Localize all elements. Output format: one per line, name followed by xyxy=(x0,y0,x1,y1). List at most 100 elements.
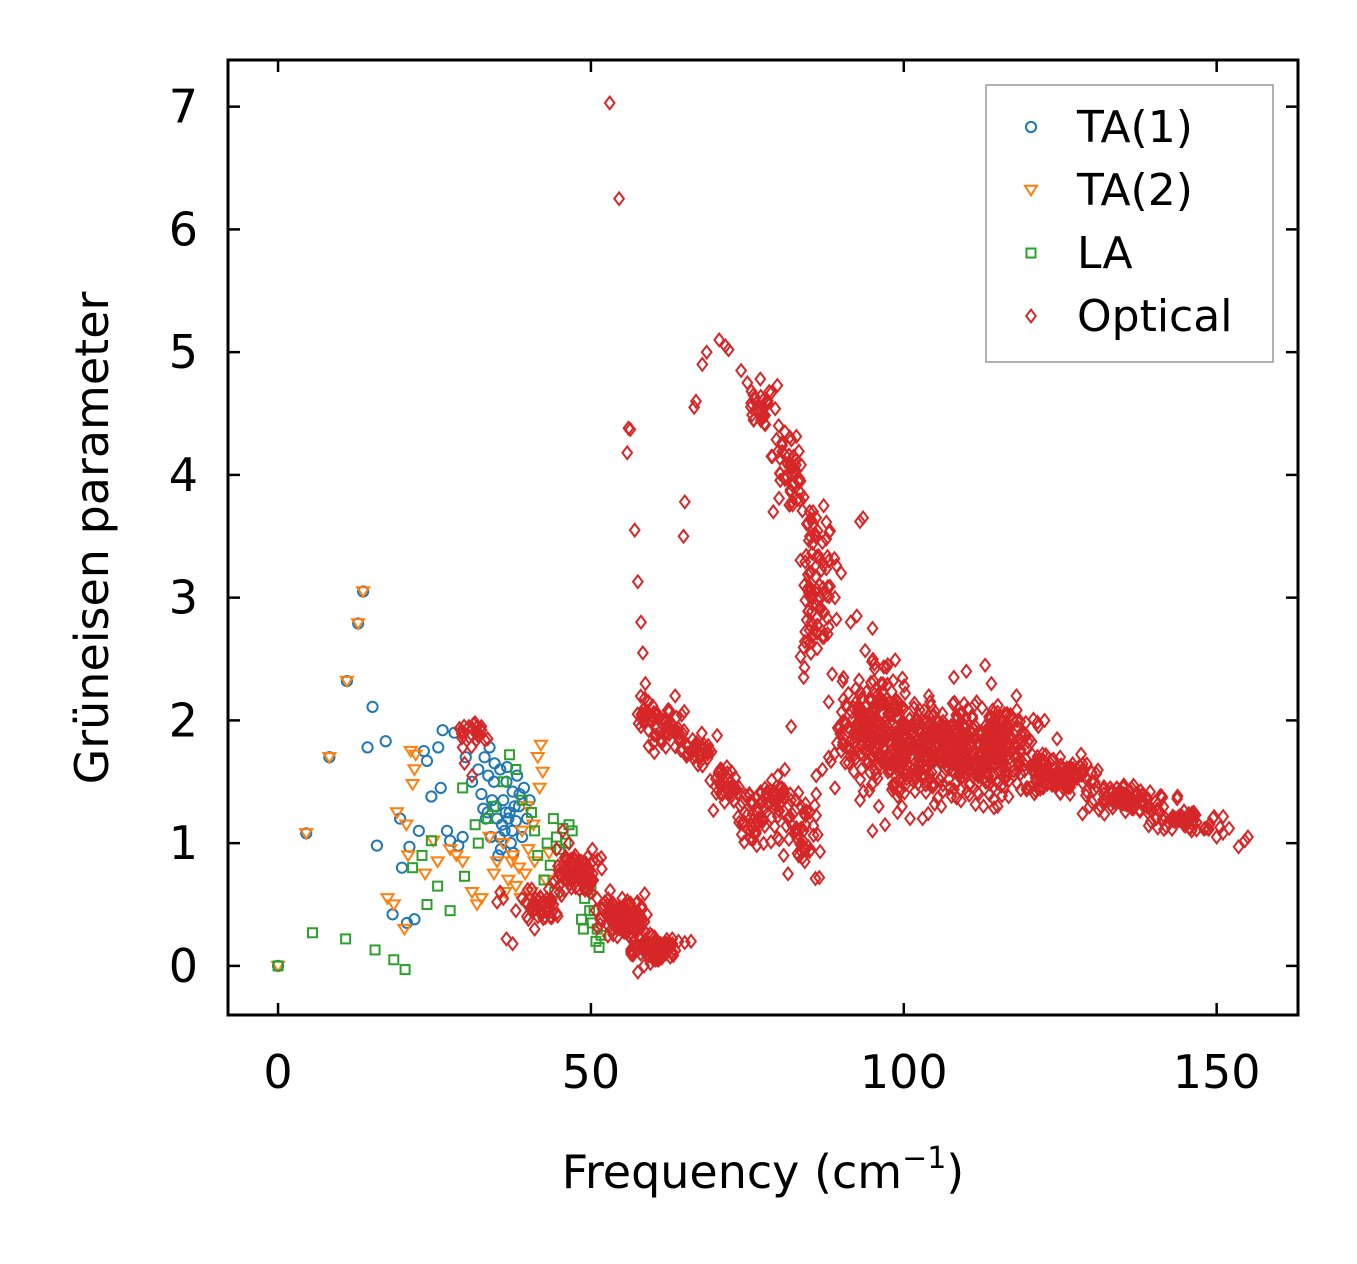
data-point xyxy=(502,812,515,825)
data-point xyxy=(673,725,686,742)
data-point xyxy=(765,772,778,789)
data-point xyxy=(903,810,917,827)
data-point xyxy=(459,751,472,764)
data-point xyxy=(623,908,636,925)
data-point xyxy=(1056,761,1069,778)
data-point xyxy=(1183,819,1196,836)
data-point xyxy=(936,776,949,793)
data-point xyxy=(604,903,617,920)
data-point xyxy=(440,824,454,837)
legend-marker xyxy=(1024,120,1038,134)
data-point xyxy=(370,839,384,852)
data-point xyxy=(874,675,888,692)
data-point xyxy=(810,786,823,802)
data-point xyxy=(1241,829,1254,845)
series-la xyxy=(272,749,607,976)
data-point xyxy=(1014,765,1027,782)
data-point xyxy=(943,744,956,761)
data-point xyxy=(909,741,922,758)
data-point xyxy=(802,584,816,601)
x-tick-label: 100 xyxy=(860,1045,948,1099)
data-point xyxy=(940,724,953,741)
data-point xyxy=(486,868,502,882)
y-tick-label: 0 xyxy=(169,939,198,993)
data-point xyxy=(488,800,500,812)
data-point xyxy=(1011,712,1024,729)
data-point xyxy=(822,588,836,605)
data-point xyxy=(525,819,542,833)
data-point xyxy=(681,745,694,762)
data-point xyxy=(974,760,987,777)
data-point xyxy=(543,891,556,908)
data-point xyxy=(1000,762,1013,779)
data-point xyxy=(782,831,795,848)
legend-label: Optical xyxy=(1077,291,1232,342)
data-point xyxy=(828,779,842,796)
data-point xyxy=(754,371,767,387)
data-point xyxy=(964,755,977,772)
data-point xyxy=(497,794,510,807)
data-point xyxy=(503,856,520,869)
data-point xyxy=(794,485,807,501)
data-point xyxy=(937,735,950,752)
data-point xyxy=(487,775,501,788)
x-tick-label: 150 xyxy=(1173,1045,1261,1099)
data-point xyxy=(947,669,960,686)
data-point xyxy=(769,400,782,417)
data-point xyxy=(830,735,843,752)
data-point xyxy=(821,578,834,595)
data-point xyxy=(577,923,589,935)
data-point xyxy=(661,719,674,736)
data-point xyxy=(634,718,647,735)
data-point xyxy=(905,741,918,758)
data-point xyxy=(469,899,485,912)
y-axis-ticks: 0 1 2 3 4 5 6 7 xyxy=(169,80,1298,993)
data-point xyxy=(472,837,484,849)
data-point xyxy=(1171,788,1184,805)
data-point xyxy=(977,770,990,787)
data-point xyxy=(756,813,770,830)
data-point xyxy=(704,772,717,789)
data-point xyxy=(568,852,581,869)
data-point xyxy=(1185,805,1199,822)
data-point xyxy=(701,750,714,767)
data-point xyxy=(497,890,510,907)
data-point xyxy=(1008,734,1021,751)
data-point xyxy=(563,819,575,831)
data-point xyxy=(958,695,971,712)
data-point xyxy=(853,709,866,726)
data-point xyxy=(691,757,705,773)
data-point xyxy=(465,767,479,784)
data-point xyxy=(1217,808,1230,825)
data-point xyxy=(1021,733,1035,750)
data-point xyxy=(497,776,509,788)
data-point xyxy=(797,669,810,686)
data-point xyxy=(651,936,664,953)
data-point xyxy=(863,782,876,799)
data-point xyxy=(957,728,970,744)
data-point xyxy=(854,771,867,788)
data-point xyxy=(1156,811,1169,827)
data-point xyxy=(525,806,537,818)
data-point xyxy=(900,770,913,787)
data-point xyxy=(925,729,939,746)
data-point xyxy=(913,757,926,774)
data-point xyxy=(866,620,879,637)
data-point xyxy=(696,356,709,373)
data-point xyxy=(421,899,433,911)
data-point xyxy=(1045,776,1058,793)
data-point xyxy=(565,880,578,896)
data-point xyxy=(406,764,423,777)
data-point xyxy=(386,908,399,921)
data-point xyxy=(1213,819,1227,836)
data-point xyxy=(510,769,524,782)
data-point xyxy=(855,690,868,707)
data-point xyxy=(361,741,374,754)
data-point xyxy=(595,849,608,866)
data-point xyxy=(523,794,536,807)
data-point xyxy=(638,885,651,902)
data-point xyxy=(988,756,1001,773)
data-point xyxy=(980,726,993,743)
data-point xyxy=(896,670,909,687)
data-point xyxy=(813,869,826,886)
